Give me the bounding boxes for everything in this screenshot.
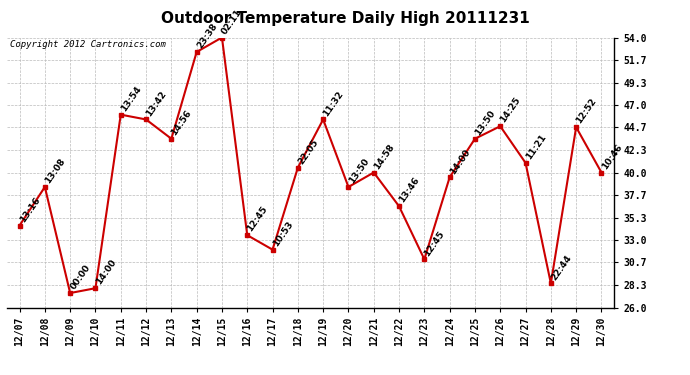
Text: 13:50: 13:50	[473, 109, 497, 137]
Text: 11:32: 11:32	[322, 89, 346, 118]
Text: 13:54: 13:54	[119, 84, 143, 113]
Text: 13:08: 13:08	[43, 157, 67, 185]
Text: 22:44: 22:44	[549, 253, 573, 282]
Text: 13:50: 13:50	[347, 157, 371, 185]
Text: 10:53: 10:53	[271, 219, 295, 248]
Text: 11:21: 11:21	[524, 133, 548, 161]
Text: 10:46: 10:46	[600, 142, 624, 171]
Text: 14:00: 14:00	[448, 147, 472, 176]
Text: 12:45: 12:45	[246, 205, 270, 234]
Text: 02:11: 02:11	[220, 8, 244, 36]
Text: 00:00: 00:00	[68, 263, 92, 291]
Text: 23:38: 23:38	[195, 22, 219, 50]
Text: 13:16: 13:16	[18, 195, 42, 224]
Text: Copyright 2012 Cartronics.com: Copyright 2012 Cartronics.com	[10, 40, 166, 49]
Text: 14:58: 14:58	[372, 142, 396, 171]
Text: 12:45: 12:45	[423, 229, 446, 258]
Text: 12:52: 12:52	[575, 97, 598, 126]
Text: 14:25: 14:25	[499, 96, 522, 124]
Text: 13:42: 13:42	[144, 89, 168, 118]
Text: 14:00: 14:00	[94, 258, 117, 286]
Text: Outdoor Temperature Daily High 20111231: Outdoor Temperature Daily High 20111231	[161, 11, 529, 26]
Text: 14:56: 14:56	[170, 108, 194, 137]
Text: 13:46: 13:46	[397, 176, 422, 205]
Text: 22:05: 22:05	[296, 138, 320, 166]
